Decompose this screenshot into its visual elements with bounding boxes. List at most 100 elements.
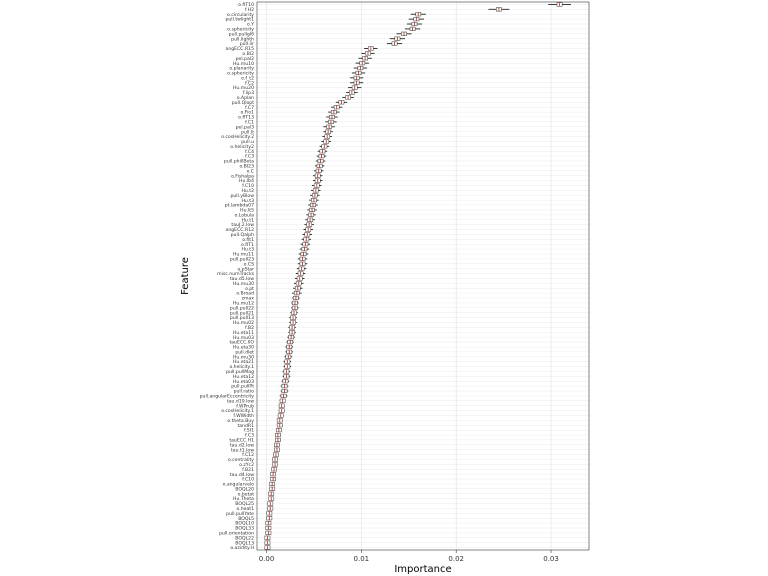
feature-label: pull.u <box>241 139 254 145</box>
feature-label: pull.pullYate <box>226 511 254 517</box>
feature-label: o.BI2 <box>242 51 254 57</box>
feature-label: Hu.t1 <box>241 217 254 223</box>
feature-label: BOQL5 <box>238 516 254 522</box>
feature-label: f.C1 <box>245 119 254 125</box>
feature-label: pull.lt <box>241 129 254 135</box>
feature-label: BOQL25 <box>235 501 254 507</box>
feature-label: pt.lambda07 <box>225 203 254 209</box>
feature-label: o.cosHelicity.1 <box>221 408 254 414</box>
feature-label: o.C <box>247 168 254 174</box>
feature-label: Hu.eta03 <box>233 379 254 385</box>
feature-label: Hu.mu30 <box>233 354 254 360</box>
feature-label: o.fIT1 <box>241 242 254 248</box>
plot-panel <box>257 2 589 550</box>
x-tick-label: 0.03 <box>543 555 559 563</box>
feature-label: o.Broad <box>236 291 254 297</box>
feature-label: Hu.mu03 <box>233 335 254 341</box>
feature-label: pull.ratio <box>234 389 255 395</box>
feature-label: pull.twlight1 <box>225 17 254 23</box>
feature-label: o.circularity <box>227 12 254 18</box>
feature-label: o.Y <box>247 22 254 28</box>
feature-label: o.pStar <box>237 266 254 272</box>
feature-label: o.angularvelo <box>223 482 255 488</box>
feature-label: o.helicity.1 <box>229 364 254 370</box>
feature-label: tau.d2.low <box>230 442 254 448</box>
feature-label: o.azidity.H <box>230 545 254 551</box>
feature-label: Hu.lb4 <box>239 178 254 184</box>
feature-label: pull.yBlow <box>230 193 254 199</box>
feature-label: BOQL10 <box>235 521 254 527</box>
feature-label: f.WWidth <box>233 413 254 419</box>
feature-label: o.centrality <box>228 457 254 463</box>
feature-label: pel.pal2 <box>236 56 254 62</box>
feature-label: pull.lir <box>240 41 254 47</box>
feature-label: Hu.t3 <box>241 247 254 253</box>
x-tick-label: 0.01 <box>354 555 370 563</box>
feature-label: BOQL20 <box>235 486 254 492</box>
feature-label: pull.pullMag <box>226 369 254 375</box>
feature-label: Hu.Theta <box>233 496 254 502</box>
feature-label: o.CS <box>244 261 254 267</box>
feature-label: angECC.R12 <box>226 227 255 233</box>
feature-label: o.sphericity <box>227 27 254 33</box>
data-marks <box>264 2 571 550</box>
x-axis-title: Importance <box>394 564 451 575</box>
feature-label: f.C10 <box>242 477 254 483</box>
feature-label: Hu.eta30 <box>233 345 254 351</box>
feature-label: tandR1 <box>237 423 254 429</box>
feature-label: pull.pull22 <box>230 305 254 311</box>
feature-label: f.H2 <box>245 7 254 13</box>
feature-label: BOQL33 <box>235 526 254 532</box>
feature-label: f.lip3 <box>243 90 254 96</box>
feature-label: o.f_t2 <box>241 75 254 81</box>
feature-label: tau.d5.low <box>230 276 254 282</box>
feature-label: Hu.t3 <box>241 198 254 204</box>
feature-label: f.B2 <box>245 325 254 331</box>
feature-label: pull.Qlopt <box>232 100 254 106</box>
feature-label: BOQL13 <box>235 540 254 546</box>
feature-label: Hu.eta11 <box>233 330 254 336</box>
feature-label: tauECC.lIO <box>229 340 254 346</box>
feature-label: o.fIT10 <box>238 2 254 8</box>
feature-label: misc.numTracks <box>217 271 254 277</box>
feature-label: f.C7 <box>245 105 254 111</box>
feature-label: pull.Qalph <box>231 232 254 238</box>
feature-label: Hu.mu10 <box>233 61 254 67</box>
feature-label: o.pt <box>245 286 254 292</box>
feature-label: o.cosHelicity.2 <box>221 134 254 140</box>
feature-label: f.WPrub <box>236 403 254 409</box>
feature-label: f.C3 <box>245 154 254 160</box>
feature-label: o.fit1 <box>242 237 254 243</box>
feature-label: f.C2 <box>245 80 254 86</box>
feature-labels: o.fIT10f.H2o.circularitypull.twlight1o.Y… <box>200 2 255 551</box>
feature-label: f.C12 <box>242 452 254 458</box>
feature-label: Hu.mu02 <box>233 320 254 326</box>
feature-label: o.planarity <box>229 66 254 72</box>
feature-label: o.BI23 <box>239 164 254 170</box>
feature-label: Hu.t2 <box>241 188 254 194</box>
y-axis-title: Feature <box>180 257 191 295</box>
feature-label: f.SI1 <box>244 428 254 434</box>
x-axis: 0.00 0.01 0.02 0.03 <box>259 550 559 563</box>
feature-label: o.heat1 <box>237 506 255 512</box>
feature-label: Hu.lt5 <box>240 208 254 214</box>
feature-label: tau.d4.low <box>230 472 254 478</box>
plot-border <box>256 1 590 551</box>
feature-label: o.Aplan <box>237 95 254 101</box>
feature-label: o.Fio1 <box>240 110 254 116</box>
feature-label: o.Lobula <box>235 212 255 218</box>
grid-lines <box>257 2 589 550</box>
feature-label: o.fIT13 <box>238 115 254 121</box>
feature-label: pel.pal3 <box>236 124 254 130</box>
feature-label: Hu.mu12 <box>233 301 254 307</box>
x-tick-label: 0.02 <box>448 555 464 563</box>
feature-label: tau.d19.low <box>227 398 254 404</box>
feature-label: zmax <box>242 297 255 302</box>
feature-label: tau.t1.low <box>231 447 254 453</box>
feature-label: o.sphericity <box>227 71 254 77</box>
feature-label: pull.angularEccentricity <box>200 393 255 399</box>
feature-label: tauECC.H1 <box>229 438 254 444</box>
feature-label: f.C10 <box>242 183 254 189</box>
feature-label: Hu.eta21 <box>233 359 254 365</box>
